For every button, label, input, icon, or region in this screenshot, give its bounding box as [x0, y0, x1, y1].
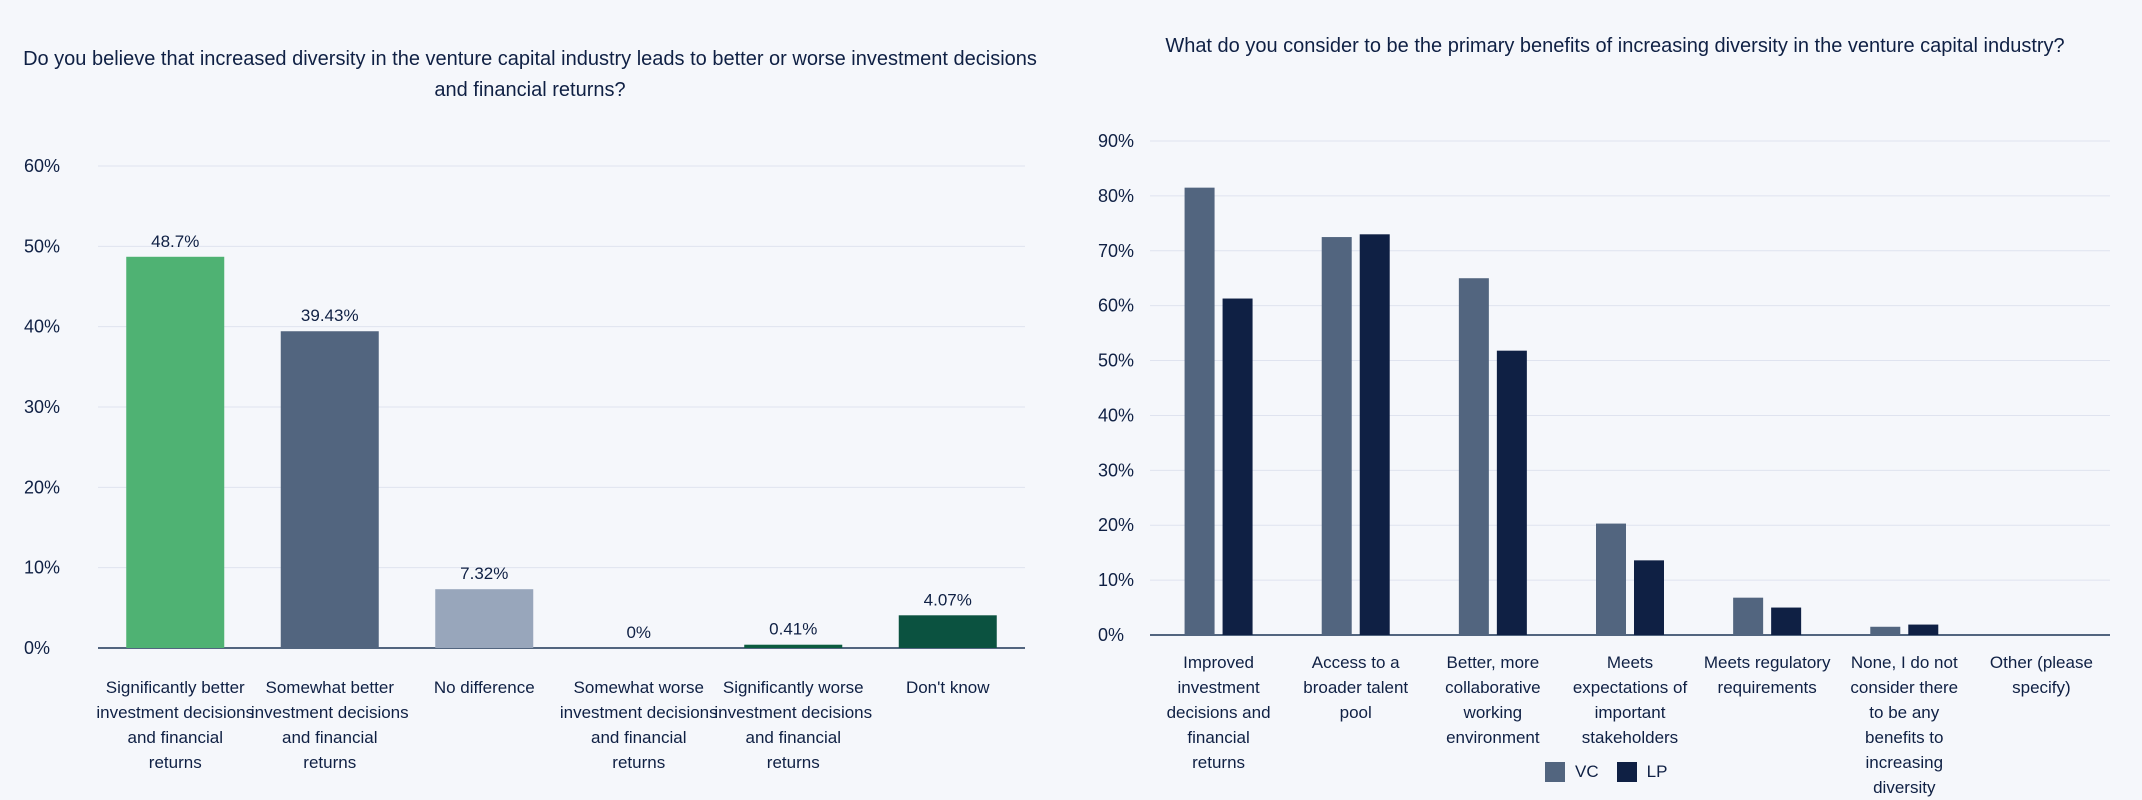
data-label: 0%: [626, 623, 651, 642]
bar-lp: [1359, 234, 1390, 636]
y-tick-label: 50%: [1098, 351, 1134, 371]
left-chart-panel: Do you believe that increased diversity …: [0, 0, 1060, 800]
data-label: 0.41%: [769, 620, 817, 639]
right-chart-panel: What do you consider to be the primary b…: [1090, 0, 2142, 800]
legend-label-vc: VC: [1575, 762, 1599, 781]
bar-lp: [1496, 350, 1527, 635]
y-tick-label: 80%: [1098, 186, 1134, 206]
x-tick-label: Significantly worse investment decisions a…: [714, 678, 872, 772]
x-tick-label: Significantly better investment decisions…: [96, 678, 254, 772]
right-chart-title: What do you consider to be the primary b…: [1165, 35, 2065, 57]
bar-vc: [1458, 278, 1489, 635]
x-tick-label: Meets regulatory requirements: [1704, 653, 1831, 697]
y-tick-label: 50%: [24, 236, 60, 256]
bar: [898, 615, 997, 648]
y-tick-label: 40%: [1098, 405, 1134, 425]
legend-label-lp: LP: [1646, 762, 1668, 781]
y-tick-label: 20%: [1098, 515, 1134, 535]
legend-item-vc[interactable]: VC: [1545, 762, 1599, 782]
y-tick-label: 0%: [1098, 625, 1124, 645]
bar-lp: [1771, 607, 1802, 635]
y-tick-label: 30%: [24, 397, 60, 417]
x-tick-label: None, I do not consider there to be any ben…: [1850, 653, 1958, 797]
x-tick-label: No difference: [434, 678, 535, 697]
left-bar-chart: 0% 10% 20% 30% 40% 50% 60% 48.7% Significantly b…: [24, 156, 1025, 772]
bar: [435, 589, 534, 648]
bar: [280, 331, 379, 648]
legend-swatch-vc: [1545, 762, 1565, 782]
x-tick-label: Meets expectations of important stakeholder…: [1573, 653, 1688, 747]
bar-vc: [1184, 187, 1215, 635]
chart-legend: VC LP: [1545, 762, 1667, 782]
right-bar-chart: 0% 10% 20% 30% 40% 50% 60% 70% 80% 90% Improved inv…: [1098, 131, 2110, 797]
bar-vc: [1596, 523, 1626, 635]
y-tick-label: 20%: [24, 477, 60, 497]
legend-item-lp[interactable]: LP: [1616, 762, 1668, 782]
x-tick-label: Improved investment decisions and financial…: [1167, 653, 1271, 772]
bar-vc: [1870, 626, 1901, 635]
data-label: 39.43%: [301, 306, 359, 325]
bar: [126, 256, 225, 648]
x-tick-label: Somewhat worse investment decisions and fi…: [560, 678, 718, 772]
bar: [744, 644, 843, 648]
bar-vc: [1321, 237, 1352, 636]
x-tick-label: Access to a broader talent pool: [1303, 653, 1408, 722]
bar-lp: [1908, 624, 1939, 635]
x-tick-label: Don't know: [906, 678, 990, 697]
data-label: 7.32%: [460, 564, 508, 583]
y-tick-label: 70%: [1098, 241, 1134, 261]
y-tick-label: 10%: [24, 558, 60, 578]
x-tick-label: Other (please specify): [1990, 653, 2093, 697]
x-tick-label: Somewhat better investment decisions and f…: [251, 678, 409, 772]
y-tick-label: 30%: [1098, 460, 1134, 480]
y-tick-label: 10%: [1098, 570, 1134, 590]
y-tick-label: 60%: [24, 156, 60, 176]
legend-swatch-lp: [1616, 762, 1637, 782]
bar-lp: [1222, 298, 1253, 635]
y-tick-label: 60%: [1098, 296, 1134, 316]
y-tick-label: 0%: [24, 638, 50, 658]
x-tick-label: Better, more collaborative working environm…: [1445, 653, 1540, 747]
data-label: 4.07%: [924, 590, 972, 609]
y-tick-label: 90%: [1098, 131, 1134, 151]
left-chart-title: Do you believe that increased diversity …: [23, 48, 1037, 101]
data-label: 48.7%: [151, 232, 199, 251]
bar-lp: [1634, 560, 1664, 635]
bar-vc: [1733, 597, 1764, 635]
y-tick-label: 40%: [24, 317, 60, 337]
